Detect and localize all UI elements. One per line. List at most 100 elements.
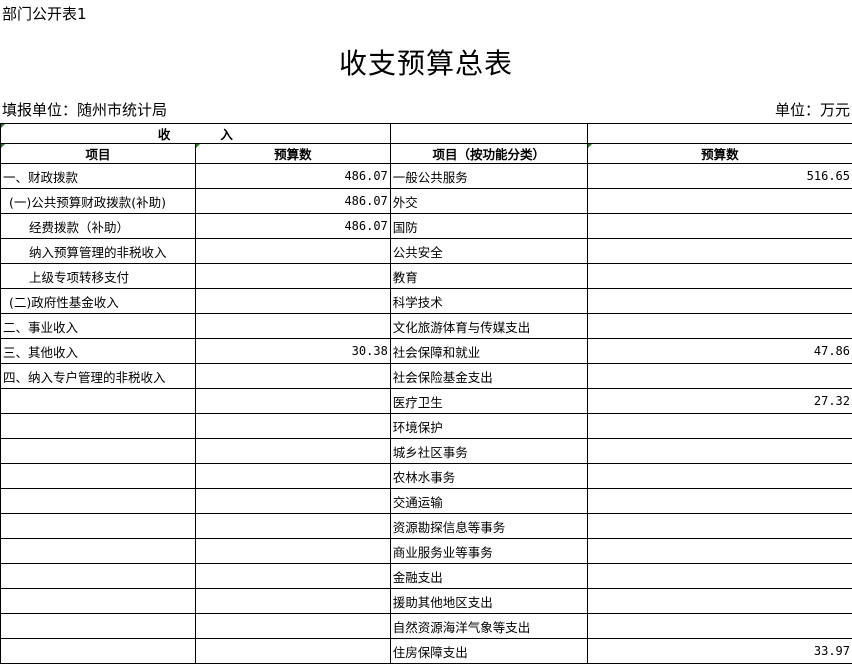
income-item[interactable]: [1, 414, 196, 439]
income-amount[interactable]: [195, 439, 390, 464]
expense-amount[interactable]: [587, 489, 852, 514]
currency-unit: 单位：万元: [775, 99, 850, 120]
income-item[interactable]: 经费拨款（补助）: [1, 214, 196, 239]
form-tag: 部门公开表1: [2, 3, 87, 24]
income-item[interactable]: 二、事业收入: [1, 314, 196, 339]
table-row: 环境保护: [1, 414, 852, 439]
income-item[interactable]: [1, 489, 196, 514]
income-item[interactable]: [1, 464, 196, 489]
expense-amount[interactable]: [587, 239, 852, 264]
income-amount[interactable]: 30.38: [195, 339, 390, 364]
expense-item[interactable]: 国防: [390, 214, 587, 239]
table-row: 二、事业收入 文化旅游体育与传媒支出: [1, 314, 852, 339]
income-amount[interactable]: [195, 639, 390, 664]
income-item[interactable]: [1, 514, 196, 539]
expense-amount[interactable]: [587, 514, 852, 539]
table-row: 农林水事务: [1, 464, 852, 489]
expense-item[interactable]: 外交: [390, 189, 587, 214]
expense-amount[interactable]: 33.97: [587, 639, 852, 664]
income-amount[interactable]: [195, 239, 390, 264]
expense-amount[interactable]: 47.86: [587, 339, 852, 364]
expense-amount[interactable]: [587, 564, 852, 589]
expense-amount[interactable]: [587, 539, 852, 564]
income-amount[interactable]: 486.07: [195, 189, 390, 214]
expense-amount[interactable]: [587, 414, 852, 439]
table-row: 自然资源海洋气象等支出: [1, 614, 852, 639]
expense-item[interactable]: 环境保护: [390, 414, 587, 439]
expense-item[interactable]: 住房保障支出: [390, 639, 587, 664]
income-item[interactable]: [1, 564, 196, 589]
left-item-header: 项目: [1, 144, 196, 164]
income-amount[interactable]: [195, 539, 390, 564]
income-item[interactable]: 一、财政拨款: [1, 164, 196, 189]
income-item[interactable]: [1, 614, 196, 639]
income-item[interactable]: (二)政府性基金收入: [1, 289, 196, 314]
expense-amount[interactable]: [587, 589, 852, 614]
expense-item[interactable]: 交通运输: [390, 489, 587, 514]
expense-amount[interactable]: [587, 214, 852, 239]
table-row: 纳入预算管理的非税收入 公共安全: [1, 239, 852, 264]
page-title: 收支预算总表: [0, 42, 852, 82]
expense-item[interactable]: 援助其他地区支出: [390, 589, 587, 614]
expense-item[interactable]: 医疗卫生: [390, 389, 587, 414]
income-item[interactable]: [1, 389, 196, 414]
expense-item[interactable]: 教育: [390, 264, 587, 289]
income-item[interactable]: 上级专项转移支付: [1, 264, 196, 289]
expense-amount[interactable]: [587, 464, 852, 489]
income-item[interactable]: 三、其他收入: [1, 339, 196, 364]
income-amount[interactable]: [195, 464, 390, 489]
expense-amount[interactable]: [587, 189, 852, 214]
expense-item[interactable]: 商业服务业等事务: [390, 539, 587, 564]
income-amount[interactable]: [195, 414, 390, 439]
income-item[interactable]: 四、纳入专户管理的非税收入: [1, 364, 196, 389]
expense-amount[interactable]: [587, 314, 852, 339]
expense-item[interactable]: 资源勘探信息等事务: [390, 514, 587, 539]
expense-item[interactable]: 农林水事务: [390, 464, 587, 489]
income-amount[interactable]: [195, 514, 390, 539]
income-amount[interactable]: [195, 614, 390, 639]
income-item[interactable]: [1, 589, 196, 614]
expense-item[interactable]: 自然资源海洋气象等支出: [390, 614, 587, 639]
table-row: 上级专项转移支付 教育: [1, 264, 852, 289]
expense-item[interactable]: 一般公共服务: [390, 164, 587, 189]
right-amount-header: 预算数: [587, 144, 852, 164]
expense-item[interactable]: 金融支出: [390, 564, 587, 589]
expense-amount[interactable]: [587, 264, 852, 289]
income-item[interactable]: [1, 639, 196, 664]
income-item[interactable]: 纳入预算管理的非税收入: [1, 239, 196, 264]
income-item[interactable]: (一)公共预算财政拨款(补助): [1, 189, 196, 214]
income-amount[interactable]: [195, 364, 390, 389]
expense-header-blank: [390, 124, 587, 144]
expense-item[interactable]: 科学技术: [390, 289, 587, 314]
income-amount[interactable]: [195, 389, 390, 414]
income-header: 收 入: [1, 124, 391, 144]
income-amount[interactable]: [195, 564, 390, 589]
table-row: 商业服务业等事务: [1, 539, 852, 564]
expense-amount[interactable]: [587, 439, 852, 464]
table-row: 四、纳入专户管理的非税收入 社会保险基金支出: [1, 364, 852, 389]
income-amount[interactable]: [195, 314, 390, 339]
income-amount[interactable]: [195, 589, 390, 614]
header-row-1: 收 入: [1, 124, 852, 144]
income-amount[interactable]: [195, 289, 390, 314]
expense-amount[interactable]: [587, 364, 852, 389]
header-row-2: 项目 预算数 项目（按功能分类） 预算数: [1, 144, 852, 164]
income-item[interactable]: [1, 539, 196, 564]
expense-amount[interactable]: 27.32: [587, 389, 852, 414]
expense-item[interactable]: 社会保险基金支出: [390, 364, 587, 389]
income-item[interactable]: [1, 439, 196, 464]
expense-item[interactable]: 公共安全: [390, 239, 587, 264]
income-amount[interactable]: 486.07: [195, 164, 390, 189]
expense-amount[interactable]: [587, 614, 852, 639]
reporting-unit: 填报单位：随州市统计局: [2, 99, 167, 120]
expense-item[interactable]: 社会保障和就业: [390, 339, 587, 364]
expense-item[interactable]: 文化旅游体育与传媒支出: [390, 314, 587, 339]
expense-item[interactable]: 城乡社区事务: [390, 439, 587, 464]
income-amount[interactable]: [195, 489, 390, 514]
income-amount[interactable]: [195, 264, 390, 289]
expense-amount[interactable]: 516.65: [587, 164, 852, 189]
income-amount[interactable]: 486.07: [195, 214, 390, 239]
expense-amount[interactable]: [587, 289, 852, 314]
